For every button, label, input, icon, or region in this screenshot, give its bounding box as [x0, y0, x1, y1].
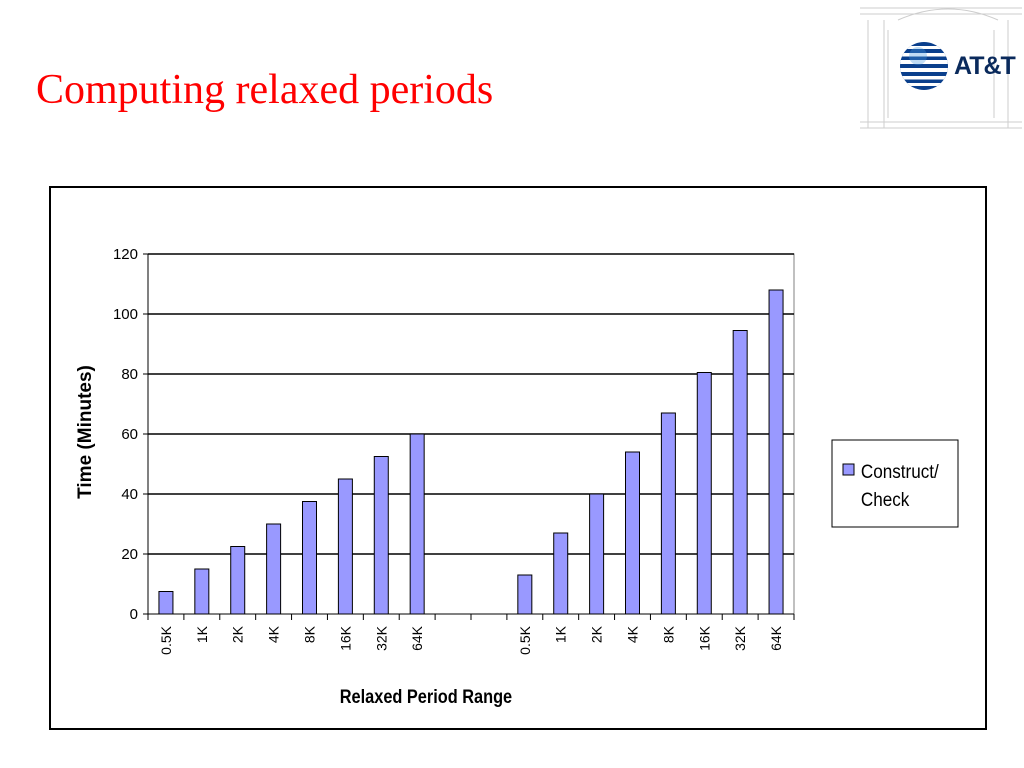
y-tick-label-80: 80: [121, 366, 138, 383]
x-tick-label: 64K: [768, 625, 784, 651]
bar-group1-2K: [230, 546, 246, 615]
bar-group2-1K: [553, 532, 569, 615]
y-tick-label-100: 100: [113, 306, 138, 323]
bar-chart: 0 20 40 60 80 100 120 0.5K 1K 2K 4K 8K 16K 32K 64K 0.5K…: [75, 246, 959, 707]
bar-group2-0.5K: [517, 574, 533, 615]
bar-group2-8K: [660, 412, 676, 615]
y-tick-label-60: 60: [121, 426, 138, 443]
x-tick-label: 32K: [373, 625, 389, 651]
bar-group1-16K: [337, 478, 353, 615]
x-axis-title: Relaxed Period Range: [340, 686, 513, 707]
bar-group2-4K: [625, 451, 640, 615]
x-tick-label: 64K: [409, 625, 425, 651]
att-logo-text: AT&T: [954, 52, 1016, 80]
y-axis-title: Time (Minutes): [75, 365, 96, 499]
x-tick-label: 4K: [625, 625, 641, 643]
x-tick-label: 2K: [589, 625, 605, 643]
bar-group2-64K: [768, 289, 784, 615]
x-tick-label: 0.5K: [158, 625, 174, 654]
x-tick-label: 4K: [266, 625, 282, 643]
x-tick-label: 0.5K: [517, 625, 533, 654]
att-logo: AT&T: [858, 0, 1024, 134]
legend-swatch: [842, 463, 855, 476]
x-tick-label: 16K: [337, 625, 353, 651]
x-tick-label: 16K: [696, 625, 712, 651]
legend-label: Construct/: [861, 461, 940, 482]
legend-label: Check: [861, 489, 910, 510]
bar-group1-8K: [302, 501, 317, 615]
x-tick-label: 1K: [194, 625, 210, 643]
bar-group1-64K: [409, 433, 425, 615]
x-tick-label: 2K: [230, 625, 246, 643]
bar-group1-0.5K: [158, 591, 174, 615]
bar-group1-1K: [194, 568, 210, 615]
bar-group2-2K: [589, 493, 605, 615]
chart-frame: 0 20 40 60 80 100 120 0.5K 1K 2K 4K 8K 16K 32K 64K 0.5K…: [49, 186, 987, 730]
y-tick-label-0: 0: [130, 606, 138, 623]
x-tick-label: 8K: [302, 625, 318, 643]
x-tick-label: 32K: [732, 625, 748, 651]
y-tick-label-20: 20: [121, 546, 138, 563]
y-tick-label-40: 40: [121, 486, 138, 503]
x-tick-label: 8K: [660, 625, 676, 643]
bar-group2-32K: [732, 330, 748, 615]
y-tick-label-120: 120: [113, 246, 138, 263]
att-logo-graphic: [860, 7, 1022, 129]
bar-group2-16K: [696, 372, 712, 615]
x-tick-label: 1K: [553, 625, 569, 643]
bar-group1-4K: [266, 523, 282, 615]
legend-box: [831, 439, 959, 528]
bar-group1-32K: [373, 456, 389, 615]
slide-title: Computing relaxed periods: [36, 67, 494, 113]
